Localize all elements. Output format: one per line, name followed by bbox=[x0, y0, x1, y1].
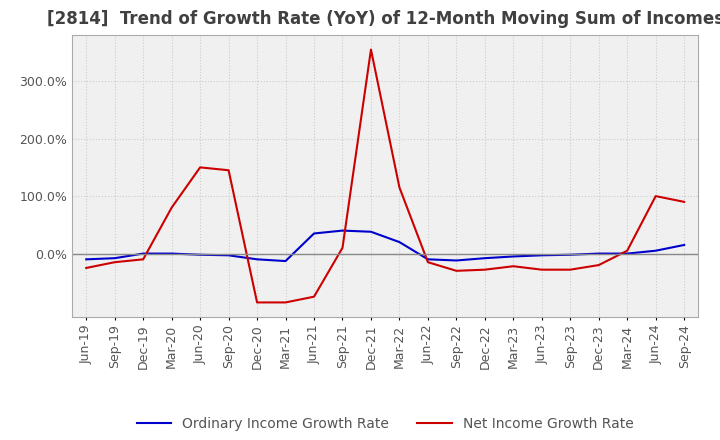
Net Income Growth Rate bbox=[537, 267, 546, 272]
Net Income Growth Rate bbox=[623, 248, 631, 253]
Net Income Growth Rate bbox=[139, 257, 148, 262]
Net Income Growth Rate bbox=[480, 267, 489, 272]
Net Income Growth Rate bbox=[310, 294, 318, 299]
Ordinary Income Growth Rate bbox=[480, 256, 489, 261]
Net Income Growth Rate bbox=[225, 168, 233, 173]
Ordinary Income Growth Rate bbox=[338, 228, 347, 233]
Net Income Growth Rate bbox=[595, 262, 603, 268]
Line: Net Income Growth Rate: Net Income Growth Rate bbox=[86, 50, 684, 302]
Ordinary Income Growth Rate bbox=[509, 254, 518, 259]
Net Income Growth Rate bbox=[680, 199, 688, 205]
Ordinary Income Growth Rate bbox=[680, 242, 688, 248]
Ordinary Income Growth Rate bbox=[139, 251, 148, 256]
Ordinary Income Growth Rate bbox=[423, 257, 432, 262]
Ordinary Income Growth Rate bbox=[537, 253, 546, 258]
Ordinary Income Growth Rate bbox=[282, 258, 290, 264]
Legend: Ordinary Income Growth Rate, Net Income Growth Rate: Ordinary Income Growth Rate, Net Income … bbox=[131, 411, 639, 436]
Net Income Growth Rate bbox=[509, 264, 518, 269]
Ordinary Income Growth Rate bbox=[452, 258, 461, 263]
Net Income Growth Rate bbox=[566, 267, 575, 272]
Ordinary Income Growth Rate bbox=[652, 248, 660, 253]
Net Income Growth Rate bbox=[110, 260, 119, 265]
Ordinary Income Growth Rate bbox=[623, 251, 631, 256]
Net Income Growth Rate bbox=[366, 47, 375, 52]
Ordinary Income Growth Rate bbox=[310, 231, 318, 236]
Ordinary Income Growth Rate bbox=[82, 257, 91, 262]
Net Income Growth Rate bbox=[423, 260, 432, 265]
Net Income Growth Rate bbox=[282, 300, 290, 305]
Net Income Growth Rate bbox=[167, 205, 176, 210]
Ordinary Income Growth Rate bbox=[395, 239, 404, 245]
Ordinary Income Growth Rate bbox=[167, 251, 176, 256]
Ordinary Income Growth Rate bbox=[196, 252, 204, 257]
Ordinary Income Growth Rate bbox=[566, 252, 575, 257]
Net Income Growth Rate bbox=[82, 265, 91, 271]
Net Income Growth Rate bbox=[452, 268, 461, 274]
Net Income Growth Rate bbox=[196, 165, 204, 170]
Net Income Growth Rate bbox=[253, 300, 261, 305]
Net Income Growth Rate bbox=[395, 185, 404, 190]
Ordinary Income Growth Rate bbox=[225, 253, 233, 258]
Net Income Growth Rate bbox=[338, 245, 347, 250]
Ordinary Income Growth Rate bbox=[110, 256, 119, 261]
Title: [2814]  Trend of Growth Rate (YoY) of 12-Month Moving Sum of Incomes: [2814] Trend of Growth Rate (YoY) of 12-… bbox=[47, 10, 720, 28]
Line: Ordinary Income Growth Rate: Ordinary Income Growth Rate bbox=[86, 231, 684, 261]
Net Income Growth Rate bbox=[652, 194, 660, 199]
Ordinary Income Growth Rate bbox=[595, 251, 603, 256]
Ordinary Income Growth Rate bbox=[366, 229, 375, 235]
Ordinary Income Growth Rate bbox=[253, 257, 261, 262]
